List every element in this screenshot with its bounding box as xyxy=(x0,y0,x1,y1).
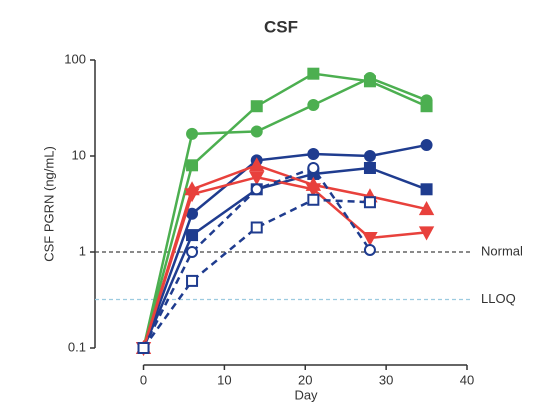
y-tick-label: 0.1 xyxy=(68,339,86,354)
marker xyxy=(363,196,376,209)
y-tick-label: 100 xyxy=(64,51,86,66)
reference-label: LLOQ xyxy=(481,291,516,306)
marker xyxy=(250,183,263,196)
marker xyxy=(363,71,376,84)
series-line xyxy=(142,176,427,349)
x-tick-label: 10 xyxy=(217,372,231,387)
series-line xyxy=(142,72,428,349)
marker xyxy=(186,207,199,220)
x-tick-label: 20 xyxy=(298,372,312,387)
marker xyxy=(418,226,435,241)
chart-title: CSF xyxy=(264,17,298,36)
marker xyxy=(249,171,265,186)
series-line xyxy=(142,166,428,349)
series-line xyxy=(142,76,428,349)
marker xyxy=(186,127,199,140)
y-tick-label: 10 xyxy=(72,147,86,162)
marker xyxy=(186,274,199,287)
marker xyxy=(250,125,263,138)
marker xyxy=(420,139,433,152)
marker xyxy=(307,193,320,206)
x-tick-label: 0 xyxy=(140,372,147,387)
marker xyxy=(363,161,376,174)
marker xyxy=(137,342,150,354)
marker xyxy=(418,200,435,216)
marker xyxy=(420,94,433,107)
marker xyxy=(250,221,263,234)
marker xyxy=(307,67,320,80)
marker xyxy=(307,161,320,174)
marker xyxy=(305,183,322,198)
y-tick-label: 1 xyxy=(79,243,86,258)
marker xyxy=(363,243,376,256)
marker xyxy=(307,98,320,111)
marker xyxy=(250,100,263,113)
marker xyxy=(184,188,200,203)
x-tick-label: 30 xyxy=(379,372,393,387)
marker xyxy=(362,231,378,247)
series-line xyxy=(142,143,427,349)
reference-label: Normal xyxy=(481,243,523,258)
marker xyxy=(363,150,376,162)
x-axis-label: Day xyxy=(294,387,318,402)
marker xyxy=(307,147,320,160)
marker xyxy=(249,157,265,172)
x-tick-label: 40 xyxy=(460,372,474,387)
marker xyxy=(186,159,199,172)
marker xyxy=(186,229,199,242)
y-axis-label: CSF PGRN (ng/mL) xyxy=(41,146,56,262)
marker xyxy=(186,246,199,258)
marker xyxy=(420,183,433,196)
